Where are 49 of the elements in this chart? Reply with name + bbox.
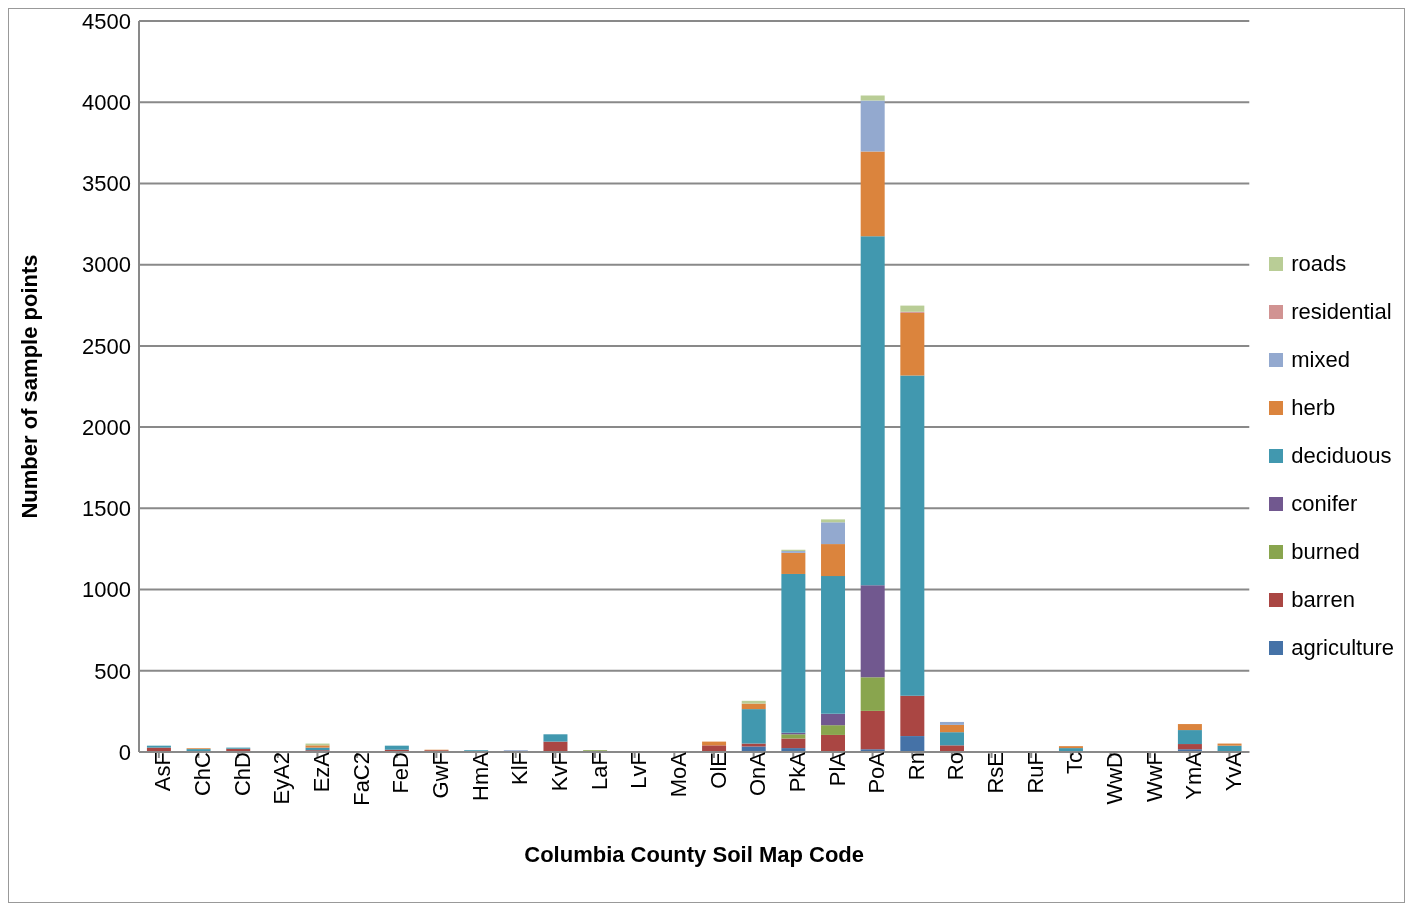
x-tick-label: Tc bbox=[1062, 752, 1088, 774]
x-tick-label: OnA bbox=[745, 751, 771, 797]
y-tick-label: 2000 bbox=[82, 414, 131, 440]
x-tick-label: KlF bbox=[507, 752, 533, 785]
legend-label: barren bbox=[1291, 586, 1355, 613]
legend-label: agriculture bbox=[1291, 634, 1394, 661]
legend-label: deciduous bbox=[1291, 442, 1392, 469]
x-tick-label: FeD bbox=[388, 752, 414, 794]
y-axis-title: Number of sample points bbox=[16, 254, 42, 519]
x-tick-label: KvF bbox=[546, 752, 572, 792]
x-tick-label: PkA bbox=[784, 751, 810, 793]
x-tick-label: RsE bbox=[983, 752, 1009, 794]
x-tick-label: WwF bbox=[1141, 752, 1167, 803]
x-tick-label: RuF bbox=[1022, 752, 1048, 794]
legend-label: residential bbox=[1291, 298, 1392, 325]
x-tick-label: EyA2 bbox=[269, 752, 295, 805]
x-tick-label: OlE bbox=[705, 752, 731, 789]
legend-label: conifer bbox=[1291, 490, 1358, 517]
x-tick-label: GwF bbox=[428, 752, 454, 799]
x-tick-label: PlA bbox=[824, 751, 850, 787]
x-tick-label: AsF bbox=[150, 752, 176, 792]
x-tick-label: MoA bbox=[665, 751, 691, 798]
x-tick-label: LvF bbox=[626, 752, 652, 789]
x-tick-label: WwD bbox=[1102, 752, 1128, 805]
legend-label: burned bbox=[1291, 538, 1360, 565]
y-tick-label: 3000 bbox=[82, 252, 131, 278]
x-tick-label: FaC2 bbox=[348, 752, 374, 806]
y-tick-label: 4500 bbox=[82, 8, 131, 34]
legend-label: herb bbox=[1291, 394, 1336, 421]
x-tick-label: ChD bbox=[229, 752, 255, 797]
x-tick-label: LaF bbox=[586, 752, 612, 790]
legend-label: mixed bbox=[1291, 346, 1350, 373]
y-tick-label: 3500 bbox=[82, 171, 131, 197]
y-tick-label: 500 bbox=[94, 658, 131, 684]
x-tick-label: YmA bbox=[1181, 751, 1207, 800]
legend-label: roads bbox=[1291, 250, 1347, 277]
x-tick-label: HmA bbox=[467, 751, 493, 801]
x-tick-label: PoA bbox=[864, 751, 890, 794]
y-tick-label: 0 bbox=[118, 739, 131, 765]
y-tick-label: 1500 bbox=[82, 496, 131, 522]
x-tick-label: ChC bbox=[190, 751, 216, 797]
y-tick-label: 2500 bbox=[82, 333, 131, 359]
x-tick-label: Ro bbox=[943, 752, 969, 781]
y-tick-label: 4000 bbox=[82, 90, 131, 116]
y-tick-label: 1000 bbox=[82, 577, 131, 603]
x-tick-label: Rn bbox=[903, 752, 929, 781]
x-axis-title: Columbia County Soil Map Code bbox=[524, 842, 865, 867]
x-tick-label: EzA bbox=[309, 751, 335, 793]
x-tick-label: YvA bbox=[1221, 751, 1247, 792]
